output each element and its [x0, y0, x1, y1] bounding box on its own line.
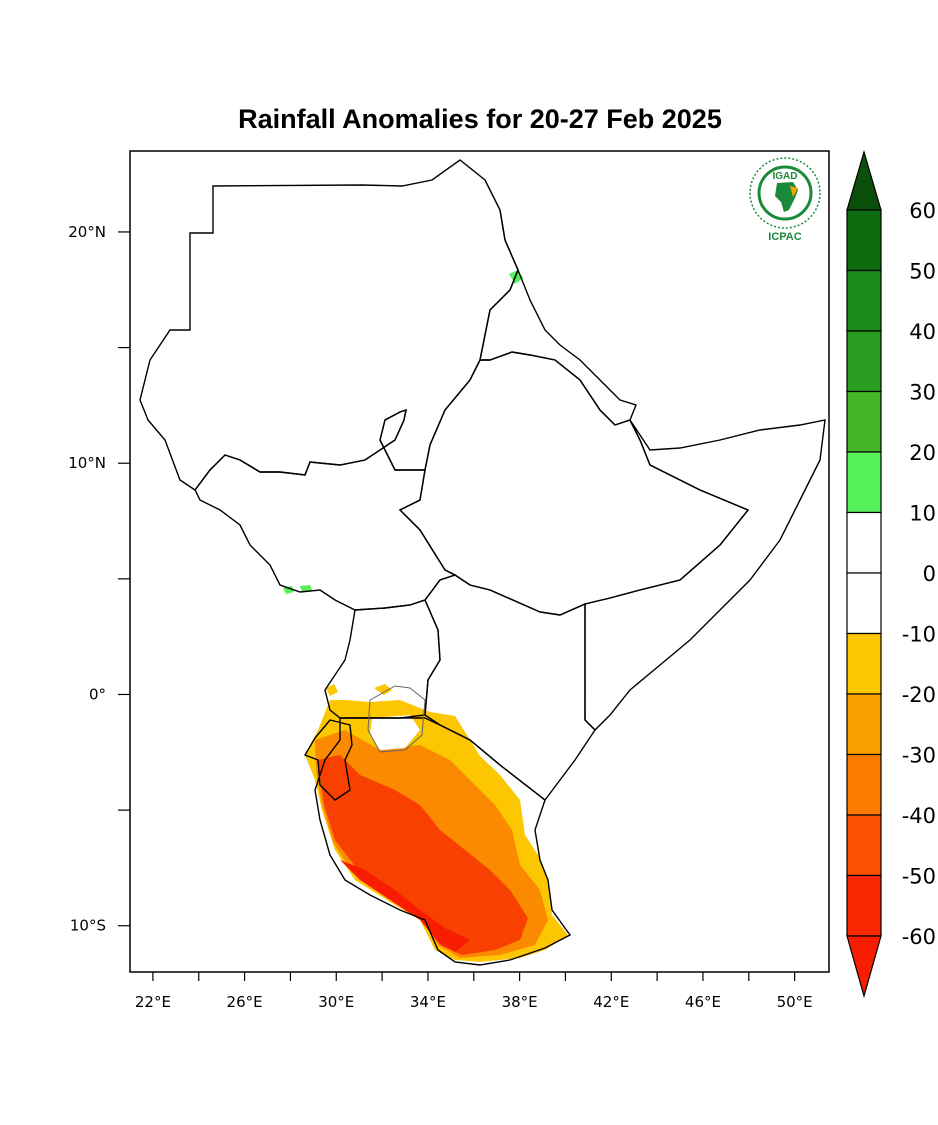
- colorbar-swatch: [846, 814, 882, 877]
- y-axis: 20°N 10°N 0° 10°S: [68, 223, 130, 935]
- x-tick-label: 22°E: [135, 993, 171, 1011]
- igad-icpac-logo: IGAD ICPAC: [749, 157, 821, 243]
- x-tick-label: 30°E: [318, 993, 354, 1011]
- lake-victoria-outline: [367, 685, 426, 753]
- colorbar-label: -10: [902, 623, 936, 647]
- colorbar-label: 50: [909, 260, 936, 284]
- colorbar-swatch: [846, 632, 882, 695]
- x-tick-label: 38°E: [502, 993, 538, 1011]
- colorbar-bottom-arrow: [846, 935, 882, 999]
- colorbar-swatch: [846, 209, 882, 272]
- anomaly-lake-white: [370, 715, 420, 750]
- y-tick-label: 0°: [89, 685, 106, 703]
- colorbar-top-arrow: [846, 149, 882, 211]
- lake-outlines: [367, 685, 426, 753]
- colorbar-label: 30: [909, 381, 936, 405]
- colorbar: 60 50 40 30 20 10 0 -10 -20 -30 -40 -50 -60: [846, 149, 936, 999]
- boundary-south-sudan: [194, 408, 457, 611]
- colorbar-label: 10: [909, 502, 936, 526]
- anomaly-yellow-patch-uganda: [326, 684, 338, 696]
- colorbar-label: -60: [902, 925, 936, 949]
- colorbar-swatch: [846, 390, 882, 453]
- colorbar-swatch: [846, 693, 882, 756]
- logo-inner-ring: [757, 165, 813, 221]
- y-tick-label: 10°N: [68, 454, 106, 472]
- anomaly-green-patch-south-sudan: [283, 585, 312, 594]
- map-frame: [129, 150, 830, 973]
- colorbar-label: 20: [909, 441, 936, 465]
- colorbar-label: -20: [902, 683, 936, 707]
- boundary-sudan: [139, 159, 519, 491]
- colorbar-swatch: [846, 753, 882, 816]
- logo-horn-icon: [790, 186, 798, 197]
- x-tick-label: 42°E: [593, 993, 629, 1011]
- boundary-uganda: [324, 599, 441, 719]
- colorbar-label: -30: [902, 744, 936, 768]
- anomaly-red-region: [318, 755, 528, 955]
- boundary-eritrea: [479, 209, 637, 426]
- x-tick-label: 26°E: [227, 993, 263, 1011]
- colorbar-label: 60: [909, 199, 936, 223]
- y-tick-label: 20°N: [68, 223, 106, 241]
- colorbar-swatch: [846, 269, 882, 332]
- x-tick-label: 50°E: [777, 993, 813, 1011]
- y-tick-label: 10°S: [70, 917, 106, 935]
- colorbar-swatch: [846, 330, 882, 393]
- anomaly-deep-red-region: [340, 860, 470, 952]
- boundary-rwanda-burundi: [303, 719, 353, 801]
- boundary-tanzania: [314, 717, 572, 966]
- map-title: Rainfall Anomalies for 20-27 Feb 2025: [238, 104, 722, 134]
- colorbar-swatch: [846, 572, 882, 635]
- colorbar-label: 40: [909, 320, 936, 344]
- colorbar-label: -50: [902, 865, 936, 889]
- x-tick-label: 46°E: [685, 993, 721, 1011]
- country-boundaries: [139, 159, 826, 966]
- x-tick-label: 34°E: [410, 993, 446, 1011]
- colorbar-swatch: [846, 874, 882, 937]
- logo-bottom-text: ICPAC: [768, 231, 801, 243]
- colorbar-swatch: [846, 511, 882, 574]
- colorbar-label: -40: [902, 804, 936, 828]
- anomaly-yellow-patch-north: [374, 684, 392, 695]
- colorbar-swatch: [846, 451, 882, 514]
- x-axis: 22°E 26°E 30°E 34°E 38°E 42°E 46°E 50°E: [135, 972, 813, 1011]
- anomaly-shading: [283, 270, 568, 962]
- boundary-somalia: [584, 419, 826, 731]
- logo-top-text: IGAD: [773, 171, 798, 182]
- colorbar-label: 0: [923, 562, 936, 586]
